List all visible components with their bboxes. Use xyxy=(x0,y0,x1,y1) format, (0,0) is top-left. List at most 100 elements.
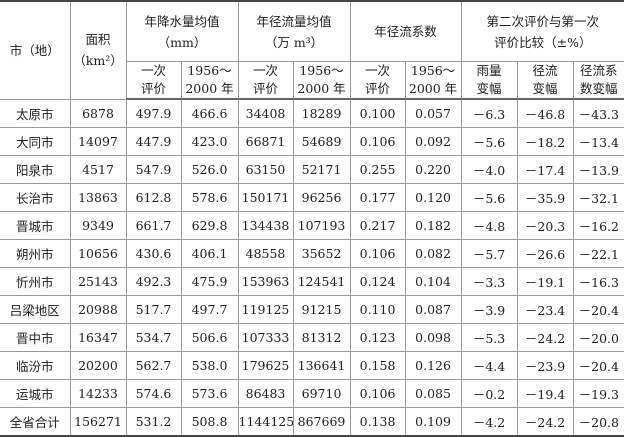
table-cell: 0.124 xyxy=(349,267,406,296)
table-cell: －0.2 xyxy=(460,379,518,408)
table-cell: 0.123 xyxy=(349,323,406,352)
header-precip: 年降水量均值 （mm） xyxy=(125,0,239,62)
table-cell: 9349 xyxy=(69,211,127,240)
table-cell: 447.9 xyxy=(125,127,182,156)
region-name: 临汾市 xyxy=(0,351,71,380)
header-runoff: 年径流量均值 （万 m³） xyxy=(237,0,351,62)
subheader-line: 评价 xyxy=(253,81,279,96)
table-cell: －26.6 xyxy=(516,239,574,268)
table-cell: 34408 xyxy=(237,98,294,128)
table-cell: 538.0 xyxy=(180,351,239,380)
table-cell: －20.8 xyxy=(572,407,624,437)
table-row: 临汾市 20200 562.7 538.0 179625 136641 0.158 0.126… xyxy=(0,351,624,380)
subheader-line: 径流 xyxy=(532,63,558,78)
header-compare: 第二次评价与第一次 评价比较（±%） xyxy=(460,0,624,62)
table-cell: －17.4 xyxy=(516,155,574,184)
table-cell: 0.110 xyxy=(349,295,406,324)
subheader-rain-change: 雨量 变幅 xyxy=(460,61,518,100)
region-name: 晋城市 xyxy=(0,211,71,240)
region-name: 运城市 xyxy=(0,379,71,408)
region-name: 全省合计 xyxy=(0,407,71,437)
table-row: 晋中市 16347 534.7 506.6 107333 81312 0.123 0.098 －… xyxy=(0,323,624,352)
table-cell: －22.1 xyxy=(572,239,624,268)
table-row: 大同市 14097 447.9 423.0 66871 54689 0.106 0.092 －5… xyxy=(0,127,624,156)
table-cell: 86483 xyxy=(237,379,294,408)
table-cell: －35.9 xyxy=(516,183,574,212)
subheader-coef-first: 一次 评价 xyxy=(349,61,406,100)
precip-unit: （mm） xyxy=(157,34,207,50)
table-cell: 0.104 xyxy=(404,267,462,296)
table-row: 长治市 13863 612.8 578.6 150171 96256 0.177 0.120 －… xyxy=(0,183,624,212)
table-cell: －16.3 xyxy=(572,267,624,296)
table-cell: 1144125 xyxy=(237,407,294,437)
region-name: 大同市 xyxy=(0,127,71,156)
table-cell: 134438 xyxy=(237,211,294,240)
table-cell: 0.255 xyxy=(349,155,406,184)
table-cell: －16.2 xyxy=(572,211,624,240)
table-cell: 661.7 xyxy=(125,211,182,240)
table-cell: 423.0 xyxy=(180,127,239,156)
region-name: 朔州市 xyxy=(0,239,71,268)
table-cell: 16347 xyxy=(69,323,127,352)
table-cell: 534.7 xyxy=(125,323,182,352)
subheader-line: 变幅 xyxy=(532,81,558,96)
table-cell: 25143 xyxy=(69,267,127,296)
table-cell: 0.087 xyxy=(404,295,462,324)
table-cell: －4.2 xyxy=(460,407,518,437)
table-cell: 578.6 xyxy=(180,183,239,212)
table-cell: 573.6 xyxy=(180,379,239,408)
table-cell: 0.082 xyxy=(404,239,462,268)
table-cell: －13.9 xyxy=(572,155,624,184)
subheader-line: 径流系 xyxy=(580,63,618,78)
table-cell: －19.3 xyxy=(572,379,624,408)
subheader-line: 雨量 xyxy=(476,63,502,78)
table-cell: 150171 xyxy=(237,183,294,212)
subheader-coef-change: 径流系 数变幅 xyxy=(572,61,624,100)
table-row: 全省合计 156271 531.2 508.8 1144125 867669 0.138 0.… xyxy=(0,407,624,437)
table-cell: 69710 xyxy=(292,379,351,408)
table-cell: 0.177 xyxy=(349,183,406,212)
subheader-line: 一次 xyxy=(253,63,279,78)
table-cell: －6.3 xyxy=(460,98,518,128)
table-cell: 526.0 xyxy=(180,155,239,184)
table-cell: 492.3 xyxy=(125,267,182,296)
subheader-line: 1956～ xyxy=(299,63,344,78)
region-name: 长治市 xyxy=(0,183,71,212)
table-cell: 0.120 xyxy=(404,183,462,212)
table-cell: 0.217 xyxy=(349,211,406,240)
table-cell: 119125 xyxy=(237,295,294,324)
table-cell: 0.106 xyxy=(349,379,406,408)
table-row: 忻州市 25143 492.3 475.9 153963 124541 0.124 0.104… xyxy=(0,267,624,296)
table-row: 朔州市 10656 430.6 406.1 48558 35652 0.106 0.082 －5… xyxy=(0,239,624,268)
subheader-line: 2000 年 xyxy=(297,81,346,96)
table-cell: 52171 xyxy=(292,155,351,184)
table-cell: 531.2 xyxy=(125,407,182,437)
table-cell: －18.2 xyxy=(516,127,574,156)
subheader-line: 评价 xyxy=(365,81,391,96)
subheader-line: 1956～ xyxy=(187,63,232,78)
table-row: 晋城市 9349 661.7 629.8 134438 107193 0.217 0.182 －… xyxy=(0,211,624,240)
table-cell: 867669 xyxy=(292,407,351,437)
subheader-line: 一次 xyxy=(365,63,391,78)
table-cell: 0.220 xyxy=(404,155,462,184)
header-area: 面积 （km²） xyxy=(69,0,127,100)
header-city: 市（地） xyxy=(0,0,71,100)
table-cell: 629.8 xyxy=(180,211,239,240)
subheader-line: 评价 xyxy=(140,81,166,96)
table-cell: －19.1 xyxy=(516,267,574,296)
table-cell: 508.8 xyxy=(180,407,239,437)
table-cell: 0.182 xyxy=(404,211,462,240)
table-cell: 574.6 xyxy=(125,379,182,408)
table-cell: 0.085 xyxy=(404,379,462,408)
table-cell: －23.4 xyxy=(516,295,574,324)
table-cell: 6878 xyxy=(69,98,127,128)
table-row: 运城市 14233 574.6 573.6 86483 69710 0.106 0.085 －0… xyxy=(0,379,624,408)
table-cell: －23.9 xyxy=(516,351,574,380)
table-cell: －3.9 xyxy=(460,295,518,324)
table-cell: 124541 xyxy=(292,267,351,296)
table-cell: 107193 xyxy=(292,211,351,240)
table-cell: －20.4 xyxy=(572,295,624,324)
table-cell: －24.2 xyxy=(516,407,574,437)
table-cell: 0.106 xyxy=(349,239,406,268)
table-cell: 20200 xyxy=(69,351,127,380)
